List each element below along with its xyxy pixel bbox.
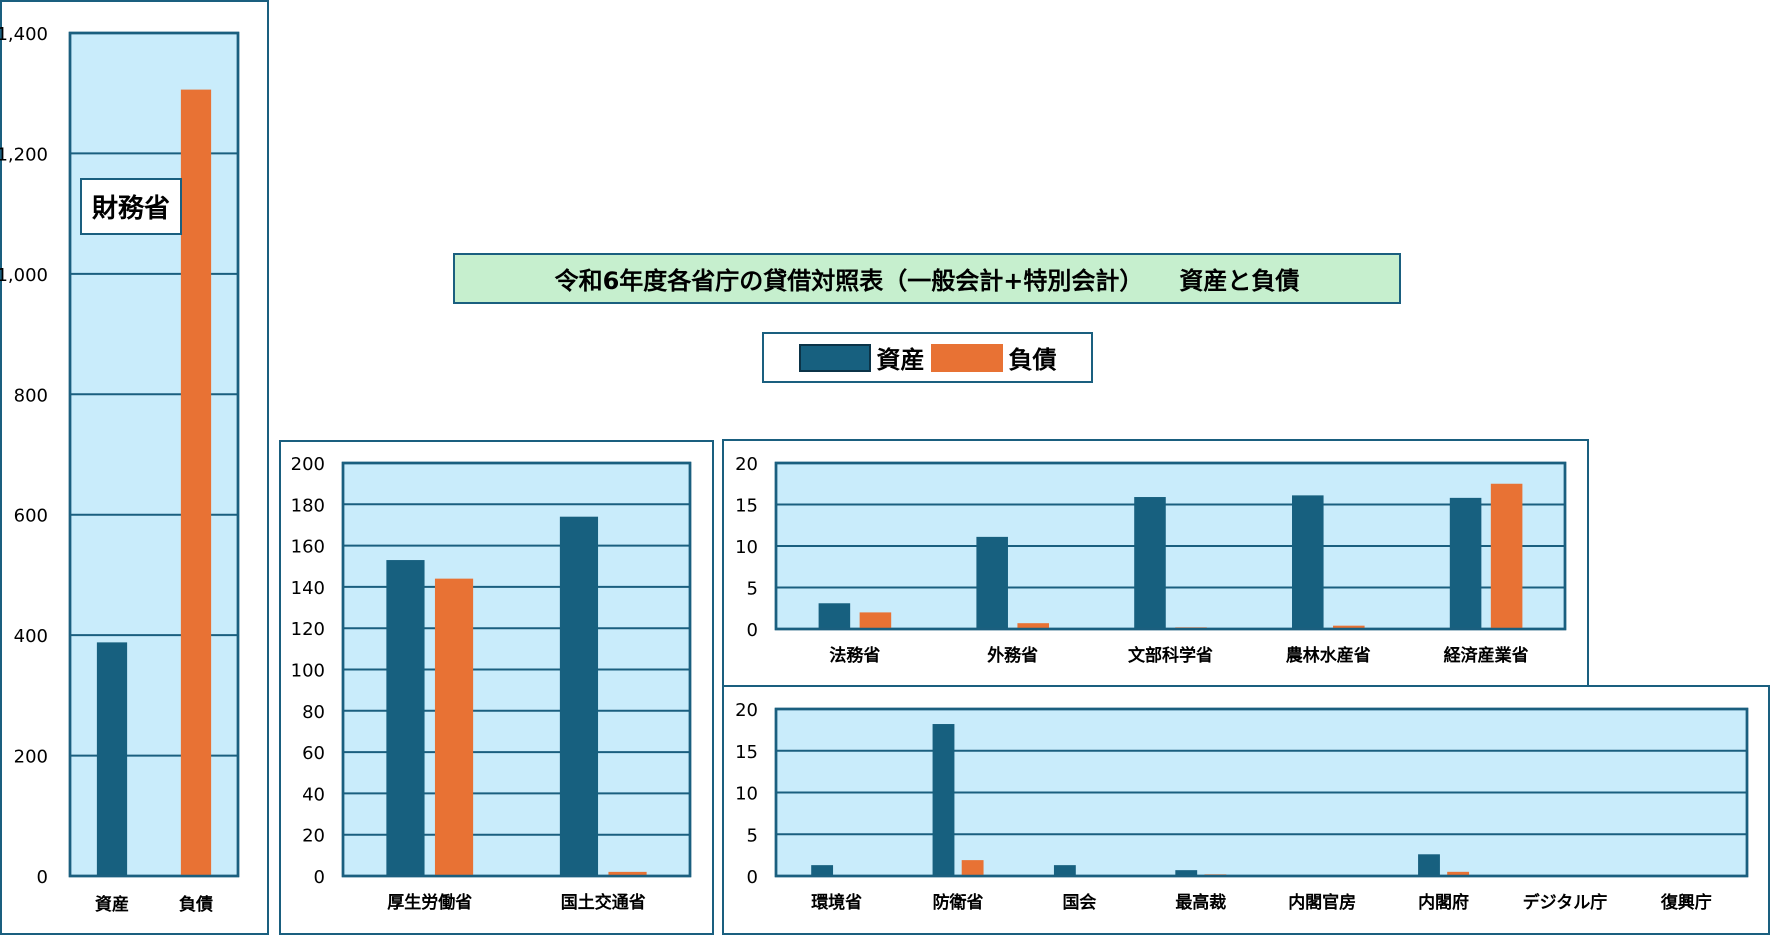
x-tick-label: 文部科学省 — [1128, 645, 1213, 666]
bar-asset — [386, 560, 425, 876]
bar-asset — [1134, 497, 1166, 629]
y-tick-label: 600 — [14, 506, 48, 527]
x-tick-label: 農林水産省 — [1286, 645, 1371, 666]
x-tick-label: 負債 — [179, 894, 213, 915]
bar-asset — [1053, 865, 1076, 876]
x-tick-label: 法務省 — [829, 645, 880, 666]
bar-asset — [932, 724, 955, 876]
plot-border — [774, 461, 1567, 631]
x-tick-label: 最高裁 — [1175, 892, 1226, 913]
plot-area — [68, 31, 240, 878]
bar-asset — [1449, 497, 1482, 629]
y-tick-label: 1,200 — [0, 144, 48, 165]
x-tick-label: 厚生労働省 — [387, 892, 472, 913]
y-tick-label: 10 — [735, 784, 758, 805]
y-tick-label: 160 — [291, 537, 325, 558]
y-tick-label: 400 — [14, 626, 48, 647]
y-tick-label: 60 — [302, 743, 325, 764]
legend-label-asset: 資産 — [876, 346, 925, 374]
legend: 資産 負債 — [762, 332, 1093, 383]
y-tick-label: 200 — [291, 454, 325, 475]
y-tick-label: 20 — [735, 454, 758, 475]
plot-border — [68, 31, 240, 878]
y-tick-label: 5 — [747, 579, 758, 600]
bar-liability — [859, 612, 892, 629]
bar-asset — [559, 516, 599, 876]
y-tick-label: 0 — [747, 867, 758, 888]
bar-liability — [180, 89, 212, 876]
x-tick-label: 復興庁 — [1660, 892, 1712, 913]
bar-asset — [818, 603, 851, 629]
y-tick-label: 0 — [314, 867, 325, 888]
y-tick-label: 20 — [735, 700, 758, 721]
y-tick-label: 5 — [747, 825, 758, 846]
bar-asset — [976, 536, 1008, 629]
bar-asset — [811, 865, 834, 876]
bar-liability — [961, 860, 984, 876]
y-tick-label: 180 — [291, 495, 325, 516]
bar-asset — [1292, 495, 1324, 629]
y-tick-label: 15 — [735, 496, 758, 517]
y-tick-label: 10 — [735, 537, 758, 558]
plot-border — [341, 461, 692, 878]
legend-label-liability: 負債 — [1008, 346, 1057, 374]
bar-liability — [1017, 623, 1049, 629]
y-tick-label: 80 — [302, 702, 325, 723]
y-tick-label: 0 — [747, 620, 758, 641]
x-tick-label: 内閣官房 — [1288, 892, 1356, 913]
y-tick-label: 200 — [14, 747, 48, 768]
bar-asset — [1175, 870, 1198, 876]
x-tick-label: 国土交通省 — [561, 892, 646, 913]
bar-liability — [1490, 483, 1523, 629]
page-title: 令和6年度各省庁の貸借対照表（一般会計+特別会計） 資産と負債 — [453, 253, 1401, 304]
y-tick-label: 100 — [291, 661, 325, 682]
x-tick-label: 資産 — [95, 894, 129, 915]
bar-liability — [434, 578, 474, 876]
plot-border — [774, 707, 1749, 878]
y-tick-label: 140 — [291, 578, 325, 599]
y-tick-label: 40 — [302, 784, 325, 805]
y-tick-label: 15 — [735, 742, 758, 763]
y-tick-label: 800 — [14, 385, 48, 406]
y-tick-label: 20 — [302, 826, 325, 847]
chart-label-zaimusho: 財務省 — [80, 178, 183, 235]
y-tick-label: 120 — [291, 619, 325, 640]
x-tick-label: 内閣府 — [1418, 892, 1469, 913]
legend-swatch-liability — [930, 343, 1003, 372]
x-tick-label: 外務省 — [987, 645, 1038, 666]
x-tick-label: 環境省 — [811, 892, 862, 913]
bar-liability — [608, 871, 647, 876]
legend-swatch-asset — [798, 343, 871, 372]
x-tick-label: 防衛省 — [933, 892, 984, 913]
bar-liability — [1333, 625, 1365, 629]
bar-asset — [1418, 854, 1440, 876]
y-tick-label: 0 — [37, 867, 48, 888]
x-tick-label: 経済産業省 — [1444, 645, 1529, 666]
x-tick-label: 国会 — [1062, 892, 1096, 913]
y-tick-label: 1,000 — [0, 265, 48, 286]
y-tick-label: 1,400 — [0, 24, 48, 45]
x-tick-label: デジタル庁 — [1523, 892, 1608, 913]
bar-asset — [96, 642, 128, 876]
bar-liability — [1447, 871, 1470, 876]
